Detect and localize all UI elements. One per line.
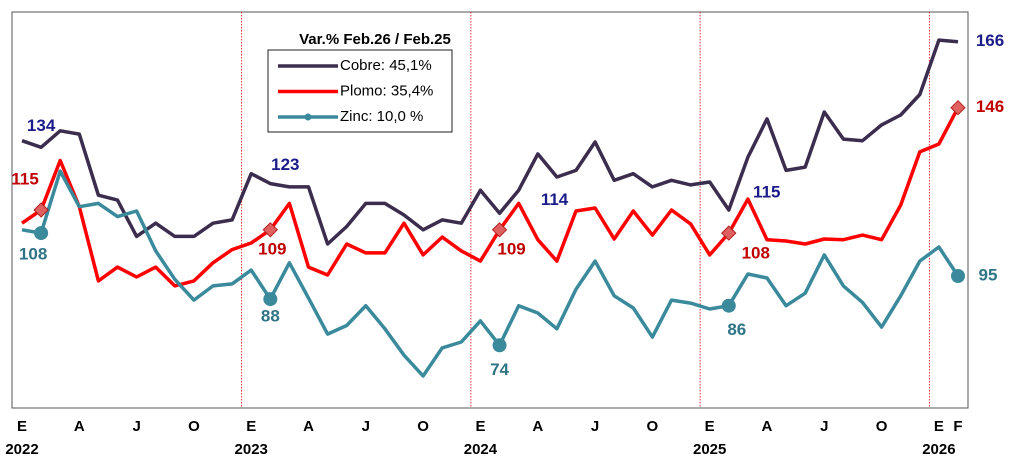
point-marker (951, 269, 965, 283)
point-marker (950, 99, 966, 116)
x-tick-label: A (532, 418, 543, 435)
legend-label: Plomo: 35,4% (340, 82, 433, 99)
legend-marker (304, 113, 312, 121)
year-dividers (241, 12, 930, 408)
legend-label: Zinc: 10,0 % (340, 108, 423, 125)
point-marker (721, 225, 737, 241)
x-tick-label: A (74, 418, 85, 435)
data-label: 146 (976, 97, 1004, 116)
data-label: 86 (727, 320, 746, 339)
data-label: 74 (490, 360, 509, 379)
data-label: 115 (11, 169, 38, 188)
point-marker (491, 222, 508, 238)
x-tick-label: E (17, 418, 27, 435)
series-lines (21, 38, 960, 378)
series-line (21, 169, 960, 378)
x-tick-label: E (934, 418, 944, 435)
year-label: 2023 (235, 441, 268, 458)
data-labels: 134 123 114 115 166 115 109 109 108 146 108 88 74 86 9… (11, 31, 1004, 379)
x-tick-label: F (953, 418, 962, 435)
year-label: 2022 (5, 441, 38, 458)
x-tick-label: J (591, 418, 599, 435)
markers (33, 99, 966, 353)
year-label: 2024 (464, 441, 498, 458)
data-label: 95 (979, 265, 998, 284)
data-label: 134 (27, 116, 56, 135)
point-marker (34, 226, 49, 241)
legend-label: Cobre: 45,1% (340, 57, 432, 74)
x-tick-label: E (705, 418, 715, 435)
x-tick-label: O (188, 418, 200, 435)
x-tick-label: A (303, 418, 314, 435)
x-tick-label: J (132, 418, 140, 435)
x-tick-label: J (820, 418, 828, 435)
data-label: 114 (541, 190, 569, 209)
data-label: 108 (19, 245, 47, 264)
point-marker (33, 202, 49, 218)
data-label: 115 (753, 182, 780, 201)
year-label: 2026 (922, 441, 955, 458)
x-tick-label: E (475, 418, 485, 435)
data-label: 109 (497, 239, 525, 258)
data-label: 166 (976, 31, 1004, 50)
data-label: 88 (261, 307, 280, 326)
data-label: 123 (271, 155, 299, 174)
x-tick-label: O (876, 418, 888, 435)
plot-frame (11, 11, 969, 409)
legend-title: Var.% Feb.26 / Feb.25 (299, 31, 451, 48)
point-marker (721, 298, 736, 313)
point-marker (262, 222, 279, 238)
series-line (21, 38, 959, 246)
data-label: 109 (258, 239, 286, 258)
legend: Cobre: 45,1% Plomo: 35,4% Zinc: 10,0 % (278, 57, 433, 125)
year-label: 2025 (693, 441, 726, 458)
x-tick-label: O (647, 418, 659, 435)
x-tick-label: E (246, 418, 256, 435)
data-label: 108 (742, 244, 770, 263)
x-tick-label: O (417, 418, 429, 435)
x-tick-label: J (362, 418, 370, 435)
point-marker (263, 292, 278, 307)
x-tick-label: A (762, 418, 773, 435)
point-marker (492, 338, 507, 353)
